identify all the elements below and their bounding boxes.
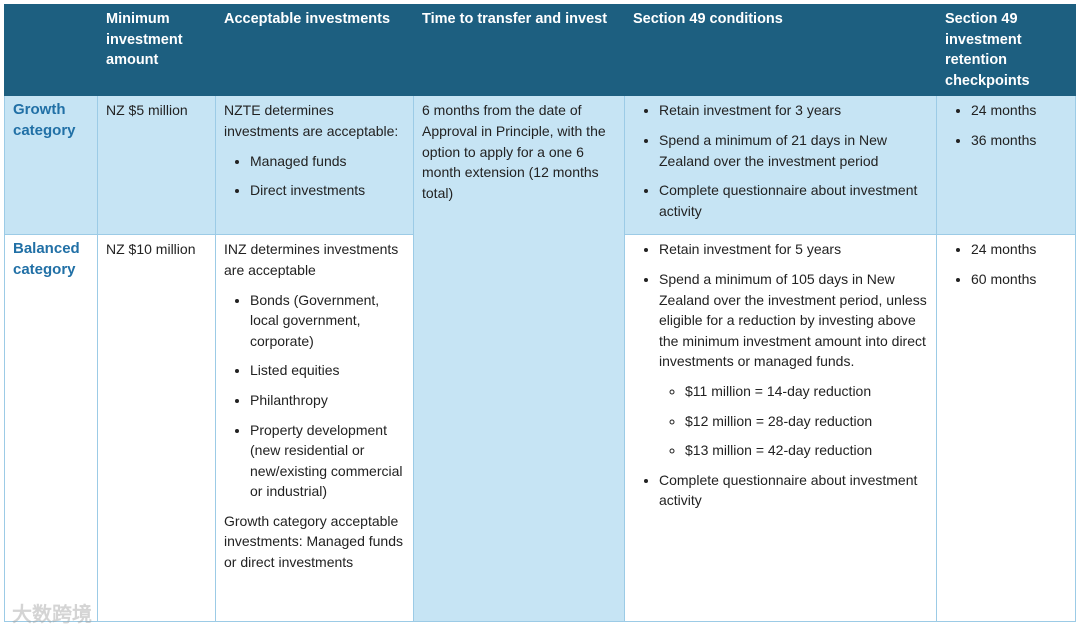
list-item: $12 million = 28-day reduction (685, 411, 928, 432)
bullet-list: Managed funds Direct investments (224, 151, 405, 201)
list-item: Retain investment for 3 years (659, 100, 928, 121)
column-header: Section 49 conditions (624, 3, 937, 97)
table-body: Growth category NZ $5 million NZTE determi… (4, 95, 1076, 623)
list-item: Direct investments (250, 180, 405, 201)
list-item: Spend a minimum of 105 days in New Zeala… (659, 269, 928, 461)
condition-text: Complete questionnaire about investment … (659, 471, 918, 509)
list-item: Spend a minimum of 21 days in New Zealan… (659, 130, 928, 171)
list-item: 24 months (971, 100, 1067, 121)
bullet-list: 24 months 60 months (945, 239, 1067, 289)
list-item: Philanthropy (250, 390, 405, 411)
list-item: Retain investment for 5 years (659, 239, 928, 260)
investments-cell: NZTE determines investments are acceptab… (215, 95, 414, 236)
list-item: $13 million = 42-day reduction (685, 440, 928, 461)
bullet-list: Retain investment for 5 years Spend a min… (633, 239, 928, 511)
investments-outro: Growth category acceptable investments: … (224, 512, 403, 571)
investments-cell: INZ determines investments are acceptabl… (215, 234, 414, 623)
condition-text: Spend a minimum of 105 days in New Zeala… (659, 270, 927, 370)
investments-intro: NZTE determines investments are acceptab… (224, 102, 399, 139)
list-item: Listed equities (250, 360, 405, 381)
investments-intro: INZ determines investments are acceptabl… (224, 241, 399, 278)
table-row: Growth category NZ $5 million NZTE determi… (4, 95, 1076, 623)
minimum-cell: NZ $10 million (97, 234, 216, 623)
list-item: Property development (new residential or… (250, 420, 405, 502)
bullet-list: Bonds (Government, local government, cor… (224, 290, 405, 502)
watermark: 大数跨境 (12, 604, 92, 626)
condition-text: Spend a minimum of 21 days in New Zealan… (659, 131, 887, 169)
header-row: Minimum investment amount Acceptable inve… (4, 3, 1076, 97)
column-header (4, 3, 98, 97)
condition-text: Complete questionnaire about investment … (659, 182, 918, 219)
checkpoints-cell: 24 months 36 months (936, 95, 1076, 236)
list-item: Managed funds (250, 151, 405, 172)
column-header: Minimum investment amount (97, 3, 216, 97)
column-header: Time to transfer and invest (413, 3, 625, 97)
list-item: 24 months (971, 239, 1067, 260)
bullet-list: Retain investment for 3 years Spend a min… (633, 100, 928, 221)
table-row: Balanced category NZ $10 million INZ deter… (4, 234, 1076, 623)
bullet-list: $11 million = 14-day reduction $12 millio… (659, 381, 928, 461)
list-item: 36 months (971, 130, 1067, 151)
row-header: Growth category (4, 95, 98, 236)
conditions-cell: Retain investment for 5 years Spend a min… (624, 234, 937, 623)
list-item: Bonds (Government, local government, cor… (250, 290, 405, 352)
investor-table: Minimum investment amount Acceptable inve… (4, 3, 1076, 623)
row-header: Balanced category (4, 234, 98, 623)
column-header: Section 49 investment retention checkpoi… (936, 3, 1076, 97)
time-cell: 6 months from the date of Approval in Pr… (413, 95, 625, 623)
conditions-cell: Retain investment for 3 years Spend a min… (624, 95, 937, 236)
list-item: $11 million = 14-day reduction (685, 381, 928, 402)
condition-text: Retain investment for 3 years (659, 102, 842, 119)
list-item: Complete questionnaire about investment … (659, 180, 928, 221)
minimum-cell: NZ $5 million (97, 95, 216, 236)
bullet-list: 24 months 36 months (945, 100, 1067, 150)
checkpoints-cell: 24 months 60 months (936, 234, 1076, 623)
list-item: 60 months (971, 269, 1067, 290)
list-item: Complete questionnaire about investment … (659, 470, 928, 511)
condition-text: Retain investment for 5 years (659, 241, 842, 258)
column-header: Acceptable investments (215, 3, 414, 97)
